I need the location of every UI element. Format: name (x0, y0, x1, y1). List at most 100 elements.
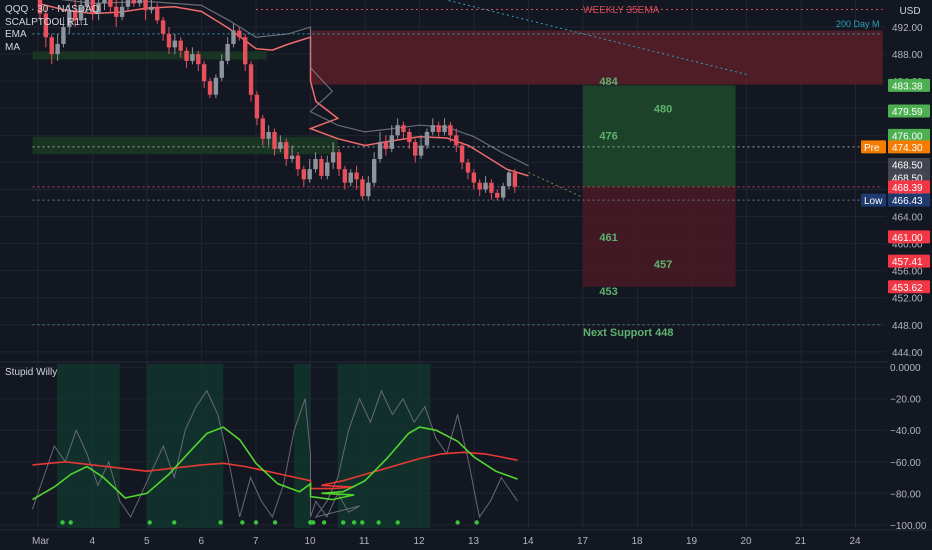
candle[interactable] (102, 0, 107, 11)
price-badge[interactable]: 476.00 (888, 128, 930, 143)
candle[interactable] (330, 142, 336, 170)
candle[interactable] (366, 175, 371, 200)
candle[interactable] (55, 33, 60, 61)
candle[interactable] (131, 0, 137, 7)
candle[interactable] (184, 47, 189, 68)
candle[interactable] (108, 0, 113, 14)
candle[interactable] (307, 159, 312, 183)
price-tag-low[interactable]: Low (861, 193, 886, 208)
candle[interactable] (325, 155, 330, 180)
candle[interactable] (178, 37, 183, 58)
candle[interactable] (61, 16, 66, 48)
indicator-scalptool[interactable]: SCALPTOOL R1.1 (5, 16, 89, 28)
candle[interactable] (459, 142, 465, 170)
candle[interactable] (506, 169, 512, 190)
price-badge[interactable]: 461.00 (888, 230, 930, 244)
candle[interactable] (231, 23, 236, 48)
candle[interactable] (377, 131, 383, 163)
candle[interactable] (37, 0, 43, 21)
candle[interactable] (119, 0, 125, 21)
price-badge[interactable]: 474.30 (888, 140, 930, 154)
candle[interactable] (272, 128, 277, 156)
price-badge[interactable]: 483.38 (888, 78, 930, 93)
price-badge[interactable]: 466.43 (888, 193, 930, 208)
candle[interactable] (483, 175, 488, 193)
price-badge[interactable]: 453.62 (888, 280, 930, 294)
candle[interactable] (266, 125, 271, 146)
candle[interactable] (278, 135, 283, 153)
candle[interactable] (207, 77, 213, 99)
candle[interactable] (201, 60, 207, 88)
candle[interactable] (190, 47, 195, 65)
symbol-title[interactable]: QQQ · 30 · NASDAQ (5, 4, 100, 15)
candle[interactable] (84, 0, 90, 14)
candle[interactable] (72, 0, 78, 28)
price-badge[interactable]: 457.41 (888, 254, 930, 269)
candle[interactable] (196, 50, 201, 72)
candle[interactable] (465, 159, 471, 180)
candle[interactable] (395, 118, 400, 139)
candle[interactable] (67, 3, 72, 34)
indicator-ema[interactable]: EMA (5, 29, 27, 40)
indicator-ma[interactable]: MA (5, 41, 20, 53)
candle[interactable] (160, 16, 166, 41)
candle[interactable] (96, 0, 101, 21)
candle[interactable] (454, 128, 459, 153)
candle[interactable] (43, 6, 49, 48)
candle[interactable] (289, 145, 295, 163)
candle[interactable] (78, 0, 84, 24)
candle[interactable] (477, 179, 482, 197)
candle[interactable] (360, 175, 365, 200)
candle[interactable] (254, 91, 260, 126)
candle[interactable] (284, 138, 289, 166)
candle[interactable] (495, 189, 500, 201)
candle[interactable] (442, 118, 447, 136)
currency-button[interactable]: USD (888, 0, 932, 24)
candle[interactable] (383, 135, 389, 156)
candle[interactable] (166, 27, 172, 55)
candle[interactable] (389, 125, 394, 153)
candle[interactable] (237, 27, 242, 41)
candle[interactable] (418, 135, 424, 160)
candle[interactable] (471, 169, 477, 190)
candle[interactable] (512, 169, 518, 193)
price-tag-pre[interactable]: Pre (861, 140, 886, 154)
candle[interactable] (114, 0, 119, 28)
price-badge[interactable]: 468.39 (888, 180, 930, 194)
candle[interactable] (424, 128, 430, 149)
candle[interactable] (49, 33, 54, 65)
candle[interactable] (348, 169, 353, 187)
candle[interactable] (295, 152, 301, 176)
candle[interactable] (213, 74, 219, 99)
candle[interactable] (407, 128, 412, 149)
candle[interactable] (313, 152, 318, 173)
candle[interactable] (225, 37, 230, 65)
candle[interactable] (336, 148, 342, 176)
candle[interactable] (354, 165, 359, 190)
candle[interactable] (413, 138, 418, 163)
candle[interactable] (448, 121, 453, 143)
candle[interactable] (137, 0, 142, 7)
price-badge[interactable]: 479.59 (888, 104, 930, 119)
candle[interactable] (489, 179, 494, 200)
candle[interactable] (430, 118, 435, 136)
candle[interactable] (248, 60, 254, 102)
candle[interactable] (371, 152, 377, 187)
candle[interactable] (125, 0, 131, 11)
candle[interactable] (260, 115, 265, 146)
candle[interactable] (342, 165, 348, 190)
candle[interactable] (436, 121, 441, 139)
candle[interactable] (172, 33, 178, 55)
candle[interactable] (319, 155, 324, 180)
candle[interactable] (500, 182, 506, 200)
candle[interactable] (219, 54, 224, 82)
candle[interactable] (155, 3, 160, 24)
price-badge[interactable]: 468.50 (888, 157, 930, 172)
candle[interactable] (149, 0, 154, 14)
candle[interactable] (90, 0, 95, 21)
candle[interactable] (143, 0, 148, 21)
candle[interactable] (242, 33, 248, 72)
candle[interactable] (301, 165, 307, 187)
